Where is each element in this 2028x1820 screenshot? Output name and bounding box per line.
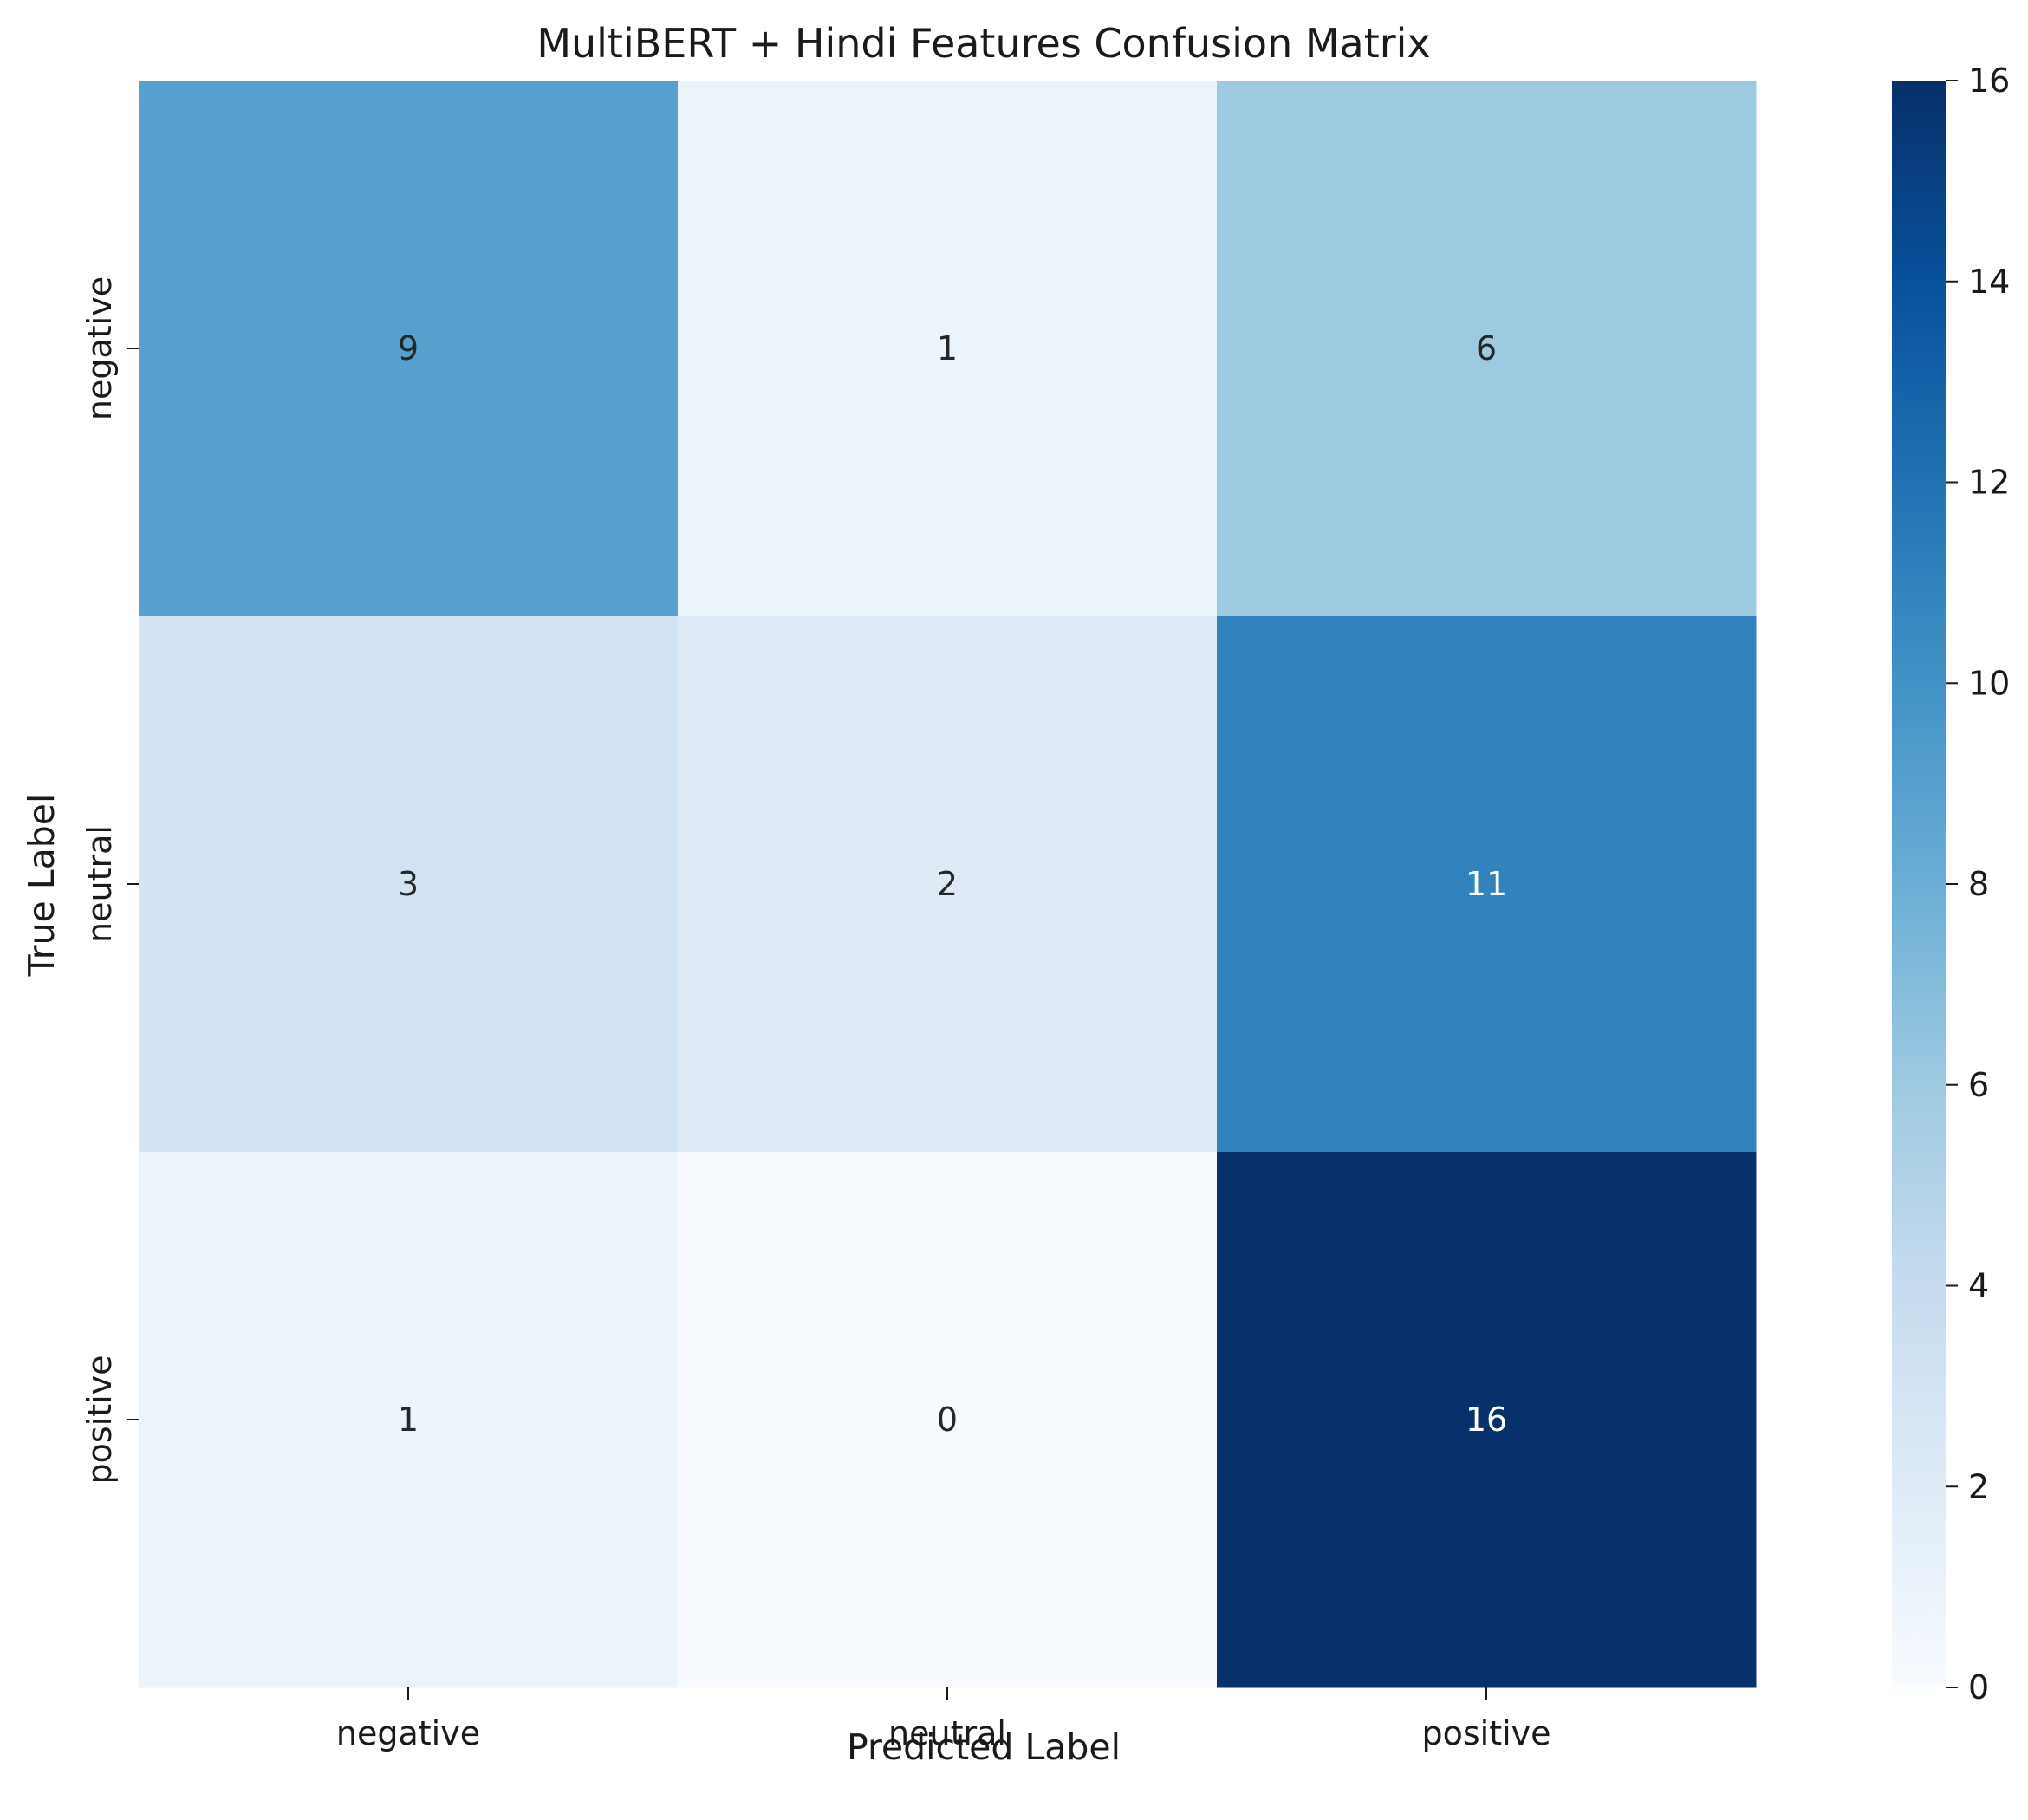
x-tick-label: positive bbox=[1421, 1714, 1550, 1752]
heatmap-cell bbox=[678, 616, 1218, 1153]
heatmap-cell bbox=[678, 1152, 1218, 1688]
x-tick-label: neutral bbox=[888, 1714, 1006, 1752]
colorbar bbox=[1892, 81, 1946, 1687]
heatmap-cell bbox=[139, 616, 679, 1153]
colorbar-tick-label: 2 bbox=[1968, 1467, 1989, 1505]
y-tick-label: neutral bbox=[81, 825, 119, 943]
cell-value-label: 6 bbox=[1476, 329, 1497, 367]
heatmap-cell bbox=[1217, 616, 1757, 1153]
cell-value-label: 1 bbox=[398, 1401, 419, 1439]
colorbar-ticks: 0 2 4 6 8 10 12 14 16 bbox=[1946, 62, 2010, 1706]
x-axis-label: Predicted Label bbox=[847, 1726, 1121, 1768]
cell-value-label: 3 bbox=[398, 865, 419, 903]
colorbar-tick-label: 6 bbox=[1968, 1066, 1989, 1104]
colorbar-tick-label: 8 bbox=[1968, 865, 1989, 903]
colorbar-tick-label: 16 bbox=[1968, 62, 2010, 100]
x-axis-ticks: negative neutral positive bbox=[336, 1687, 1551, 1752]
heatmap-cells bbox=[139, 81, 1757, 1688]
y-axis-ticks: negative neutral positive bbox=[81, 276, 139, 1485]
x-tick-label: negative bbox=[336, 1714, 480, 1752]
y-tick-label: positive bbox=[81, 1355, 119, 1484]
cell-value-label: 0 bbox=[937, 1401, 958, 1439]
cell-value-label: 11 bbox=[1466, 865, 1507, 903]
colorbar-tick-label: 14 bbox=[1968, 263, 2010, 301]
cell-value-label: 2 bbox=[937, 865, 958, 903]
colorbar-tick-label: 0 bbox=[1968, 1668, 1989, 1706]
cell-value-label: 16 bbox=[1466, 1401, 1507, 1439]
y-axis-label: True Label bbox=[21, 794, 62, 978]
heatmap-cell bbox=[139, 81, 679, 617]
heatmap-cell bbox=[1217, 81, 1757, 617]
colorbar-tick-label: 4 bbox=[1968, 1267, 1989, 1305]
heatmap-cell bbox=[678, 81, 1218, 617]
cell-value-label: 9 bbox=[398, 329, 419, 367]
y-tick-label: negative bbox=[81, 276, 119, 420]
heatmap-cell bbox=[139, 1152, 679, 1688]
colorbar-tick-label: 12 bbox=[1968, 464, 2010, 502]
heatmap-cell bbox=[1217, 1152, 1757, 1688]
colorbar-tick-label: 10 bbox=[1968, 664, 2010, 702]
cell-value-label: 1 bbox=[937, 329, 958, 367]
heatmap-cell-labels: 9 1 63 2 111 0 16 bbox=[398, 329, 1507, 1439]
chart-title: MultiBERT + Hindi Features Confusion Mat… bbox=[536, 20, 1430, 67]
